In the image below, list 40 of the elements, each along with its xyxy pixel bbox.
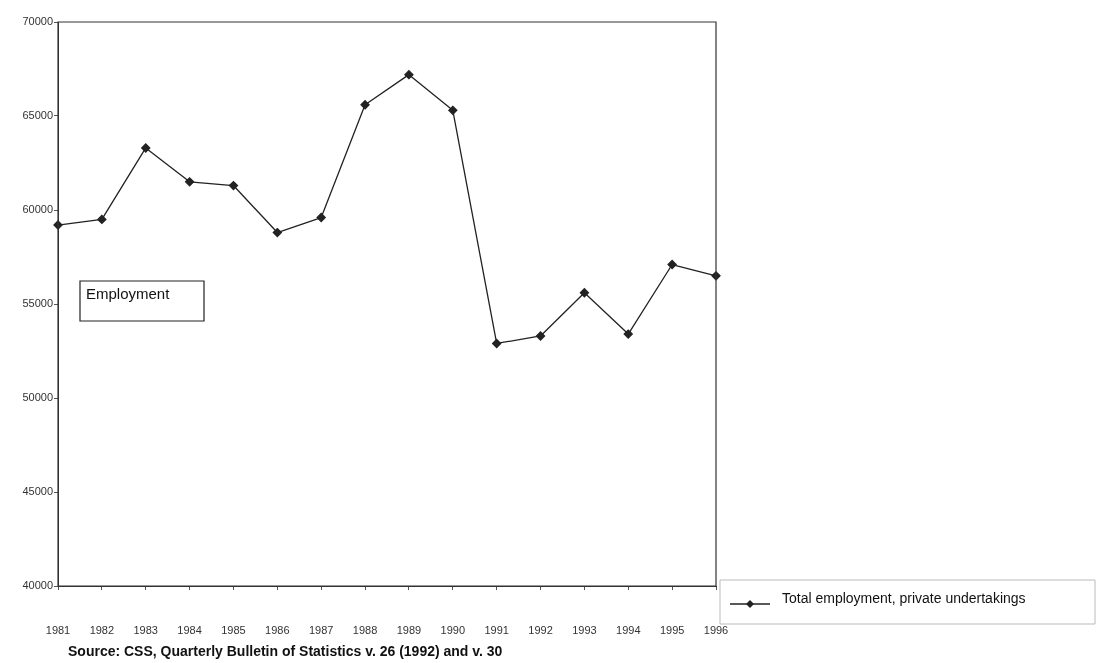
y-tick-label: 55000 bbox=[22, 297, 53, 310]
x-tick-label: 1982 bbox=[89, 623, 115, 636]
y-tick-label: 65000 bbox=[22, 109, 53, 122]
y-tick-label: 50000 bbox=[22, 391, 53, 404]
y-tick-label: 45000 bbox=[22, 485, 53, 498]
y-tick-label: 70000 bbox=[22, 15, 53, 28]
point bbox=[448, 105, 458, 116]
x-tick-label: 1989 bbox=[396, 623, 422, 636]
x-tick-label: 1984 bbox=[177, 623, 202, 636]
point bbox=[141, 143, 151, 153]
point bbox=[667, 259, 677, 270]
point bbox=[535, 331, 546, 341]
x-tick-label: 1990 bbox=[440, 623, 466, 636]
annotation: Employment bbox=[86, 284, 171, 302]
x-tick-label: 1994 bbox=[616, 623, 641, 636]
x-tick-label: 1987 bbox=[308, 623, 334, 636]
x-tick-label: 1993 bbox=[572, 623, 597, 636]
x-tick-label: 1985 bbox=[221, 623, 246, 636]
point bbox=[228, 180, 239, 191]
x-tick-label: 1996 bbox=[703, 623, 729, 636]
point bbox=[184, 177, 195, 187]
point bbox=[492, 338, 502, 349]
point bbox=[360, 100, 370, 110]
point bbox=[623, 329, 633, 339]
point bbox=[404, 69, 414, 80]
y-tick-label: 60000 bbox=[22, 203, 53, 216]
x-tick-label: 1983 bbox=[133, 623, 158, 636]
x-tick-label: 1995 bbox=[659, 623, 685, 636]
x-tick-label: 1981 bbox=[45, 623, 71, 636]
point bbox=[272, 227, 282, 238]
x-tick-label: 1991 bbox=[484, 623, 509, 636]
y-tick-label: 40000 bbox=[22, 579, 53, 592]
point bbox=[579, 288, 590, 298]
x-tick-label: 1992 bbox=[528, 623, 553, 636]
legend-label: Total employment, private undertakings bbox=[782, 589, 1026, 606]
point bbox=[97, 214, 107, 225]
source-note: Source: CSS, Quarterly Bulletin of Statistics v. 26 (1992) and v. 30 bbox=[68, 642, 503, 659]
point bbox=[316, 212, 326, 223]
x-tick-label: 1986 bbox=[265, 623, 290, 636]
x-tick-label: 1988 bbox=[352, 623, 378, 636]
